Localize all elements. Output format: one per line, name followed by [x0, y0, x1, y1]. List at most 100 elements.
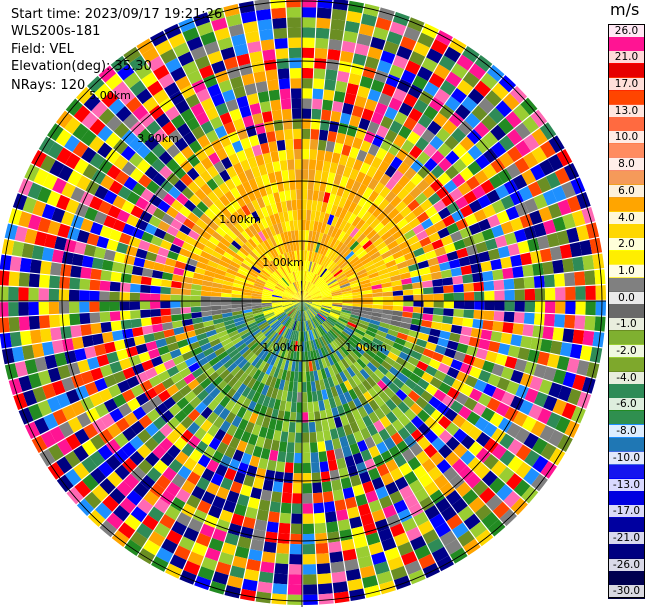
range-gate: [132, 266, 143, 276]
range-gate: [296, 190, 301, 200]
range-gate: [302, 402, 307, 412]
range-gate: [469, 337, 481, 348]
range-gate: [295, 433, 302, 443]
range-gate: [49, 276, 60, 289]
range-gate: [453, 284, 464, 292]
range-gate: [298, 382, 302, 392]
range-gate: [441, 323, 452, 332]
range-gate: [291, 200, 296, 210]
range-gate: [191, 312, 202, 318]
range-gate: [292, 119, 301, 129]
range-gate: [70, 265, 81, 277]
range-gate: [432, 279, 443, 287]
range-gate: [431, 322, 442, 330]
range-gate: [292, 108, 301, 118]
range-gate: [0, 286, 8, 301]
range-gate: [331, 561, 345, 573]
range-gate: [273, 430, 281, 441]
range-gate: [323, 491, 334, 502]
range-gate: [314, 58, 326, 69]
range-gate: [312, 482, 322, 493]
range-gate: [279, 441, 287, 452]
range-gate: [294, 463, 302, 473]
range-gate: [522, 324, 533, 336]
range-gate: [89, 280, 100, 291]
range-gate: [92, 258, 104, 270]
range-gate: [69, 278, 80, 290]
range-gate: [90, 323, 101, 334]
range-gate: [530, 337, 542, 350]
range-gate: [258, 458, 268, 470]
range-gate: [30, 259, 42, 273]
range-gate: [254, 71, 267, 83]
range-gate: [303, 554, 316, 564]
range-gate: [454, 301, 464, 309]
range-gate: [279, 78, 290, 89]
range-gate: [266, 131, 276, 142]
range-gate: [572, 257, 584, 272]
range-gate: [383, 305, 393, 310]
range-gate: [29, 316, 40, 330]
range-gate: [484, 301, 494, 310]
range-gate: [585, 286, 596, 300]
range-gate: [562, 258, 574, 272]
range-gate: [299, 240, 302, 250]
range-gate: [494, 311, 505, 321]
range-gate: [221, 293, 231, 297]
range-gate: [274, 38, 287, 49]
range-gate: [140, 302, 150, 310]
range-gate: [141, 276, 152, 285]
range-gate: [393, 301, 403, 306]
range-gate: [252, 529, 265, 541]
range-gate: [90, 312, 101, 323]
range-gate: [272, 18, 286, 29]
range-gate: [490, 331, 502, 342]
range-gate: [60, 264, 72, 277]
range-gate: [303, 473, 312, 483]
range-gate: [160, 308, 171, 315]
range-gate: [564, 272, 575, 286]
range-gate: [28, 288, 38, 301]
range-gate: [262, 49, 275, 61]
range-gate: [325, 440, 334, 451]
range-gate: [328, 460, 338, 471]
range-gate: [124, 337, 136, 348]
range-gate: [281, 170, 288, 181]
range-gate: [328, 39, 342, 51]
range-gate: [298, 230, 301, 240]
range-gate: [265, 470, 275, 482]
range-gate: [463, 309, 474, 318]
range-gate: [312, 109, 322, 120]
range-gate: [52, 249, 64, 263]
range-gate: [114, 252, 126, 263]
range-gate: [295, 169, 301, 179]
range-gate: [315, 421, 322, 432]
range-gate: [403, 301, 413, 306]
range-gate: [99, 302, 109, 312]
range-gate: [575, 286, 586, 300]
range-gate: [309, 149, 317, 160]
range-gate: [493, 280, 504, 290]
range-gate: [582, 255, 594, 270]
range-gate: [302, 200, 307, 210]
range-gate: [302, 382, 306, 392]
range-gate: [315, 533, 327, 544]
range-gate: [464, 292, 474, 300]
range-gate: [582, 331, 594, 346]
range-gate: [295, 159, 302, 169]
range-gate: [512, 266, 523, 278]
range-gate: [292, 503, 302, 513]
range-gate: [332, 571, 347, 583]
range-gate: [302, 38, 315, 48]
range-gate: [110, 311, 121, 321]
range-gate: [270, 100, 281, 111]
range-gate: [283, 482, 293, 493]
range-gate: [562, 329, 574, 343]
range-gate: [336, 133, 346, 145]
range-gate: [289, 58, 301, 68]
range-gate: [302, 48, 314, 58]
range-gate: [70, 325, 82, 337]
range-gate: [320, 120, 330, 131]
